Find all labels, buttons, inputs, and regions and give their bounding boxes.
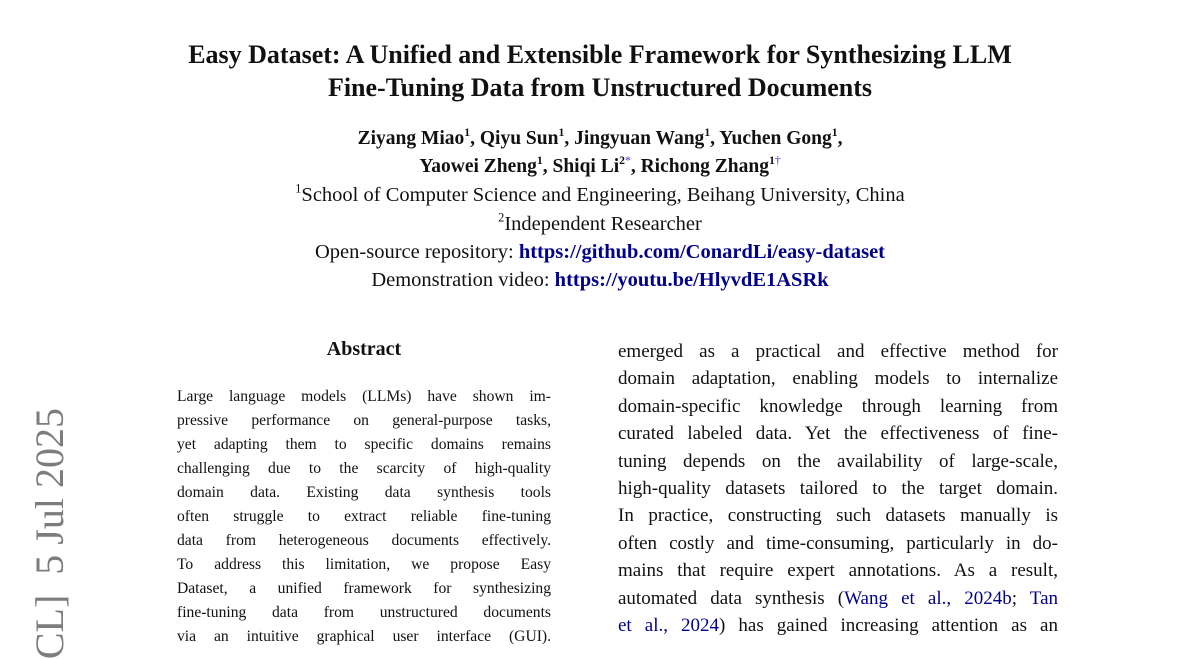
abstract-line: Dataset, a unified framework for synthes…	[177, 580, 551, 597]
body-line: often costly and time-consuming, particu…	[618, 532, 1058, 554]
body-line: high-quality datasets tailored to the ta…	[618, 478, 1058, 499]
author-aff: 1	[464, 125, 471, 139]
body-line: emerged as a practical and effective met…	[618, 341, 1058, 362]
author-aff: 2	[619, 153, 625, 167]
body-line: tuning depends on the availability of la…	[618, 450, 1058, 472]
author-aff: 1	[704, 125, 711, 139]
text: ) has gained increasing attention as an	[719, 615, 1058, 636]
citation-link[interactable]: et al., 2024	[618, 615, 720, 636]
author: Qiyu Sun	[479, 128, 559, 149]
author: Shiqi Li	[552, 156, 620, 177]
abstract-line: via an intuitive graphical user interfac…	[177, 628, 551, 645]
author-aff: 1	[536, 153, 543, 167]
paper-title-line-1: Easy Dataset: A Unified and Extensible F…	[188, 40, 1012, 69]
body-line: domain-specific knowledge through learni…	[618, 395, 1058, 417]
aff-num: 2	[498, 210, 505, 225]
abstract-line: often struggle to extract reliable fine-…	[177, 508, 551, 525]
author-aff: 1	[769, 153, 775, 167]
author-line-1: Ziyang Miao1, Qiyu Sun1, Jingyuan Wang1,…	[357, 125, 843, 149]
abstract-line: pressive performance on general-purpose …	[177, 412, 551, 429]
abstract-line: challenging due to the scarcity of high-…	[177, 460, 551, 477]
repo-label: Open-source repository:	[315, 241, 514, 263]
author-line-2: Yaowei Zheng1, Shiqi Li2*, Richong Zhang…	[419, 153, 781, 177]
affiliation-1: 1School of Computer Science and Engineer…	[0, 181, 1200, 207]
citation-link[interactable]: Wang et al., 2024b	[844, 588, 1012, 609]
body-line: In practice, constructing such datasets …	[618, 505, 1058, 527]
repo-link[interactable]: https://github.com/ConardLi/easy-dataset	[518, 241, 885, 263]
abstract-line: domain data. Existing data synthesis too…	[177, 484, 551, 501]
abstract-line: data from heterogeneous documents effect…	[177, 532, 551, 549]
aff-text: Independent Researcher	[504, 213, 702, 235]
aff-num: 1	[295, 181, 302, 196]
body-line: mains that require expert annotations. A…	[618, 560, 1058, 582]
abstract-line: fine-tuning data from unstructured docum…	[177, 604, 551, 621]
text: ;	[1011, 588, 1030, 609]
affiliation-2: 2Independent Researcher	[0, 210, 1200, 236]
author: Richong Zhang	[640, 156, 769, 177]
author: Ziyang Miao	[357, 128, 465, 149]
body-line: domain adaptation, enabling models to in…	[618, 368, 1058, 390]
paper-title-line-2: Fine-Tuning Data from Unstructured Docum…	[327, 73, 873, 102]
abstract-line: To address this limitation, we propose E…	[177, 556, 551, 573]
citation-line: et al., 2024) has gained increasing atte…	[618, 614, 1058, 638]
author-aff: 1	[558, 125, 565, 139]
video-label: Demonstration video:	[371, 269, 550, 291]
citation-line: automated data synthesis (Wang et al., 2…	[618, 587, 1058, 611]
repo-line: Open-source repository: https://github.c…	[0, 241, 1200, 264]
text: automated data synthesis (	[618, 588, 845, 609]
video-line: Demonstration video: https://youtu.be/Hl…	[0, 269, 1200, 292]
citation-link[interactable]: Tan	[1029, 588, 1059, 609]
author-aff: 1	[831, 125, 838, 139]
author: Yuchen Gong	[719, 128, 832, 149]
corresponding-mark[interactable]: *	[624, 153, 631, 167]
aff-text: School of Computer Science and Engineeri…	[301, 184, 905, 206]
author: Jingyuan Wang	[574, 128, 705, 149]
video-link[interactable]: https://youtu.be/HlyvdE1ASRk	[554, 269, 829, 291]
abstract-line: yet adapting them to specific domains re…	[177, 436, 551, 453]
arxiv-stamp: CL] 5 Jul 2025	[27, 408, 72, 659]
abstract-heading: Abstract	[326, 338, 402, 360]
author: Yaowei Zheng	[419, 156, 537, 177]
dagger-mark[interactable]: †	[774, 153, 781, 167]
body-line: curated labeled data. Yet the effectiven…	[618, 423, 1058, 445]
abstract-line: Large language models (LLMs) have shown …	[177, 388, 551, 405]
